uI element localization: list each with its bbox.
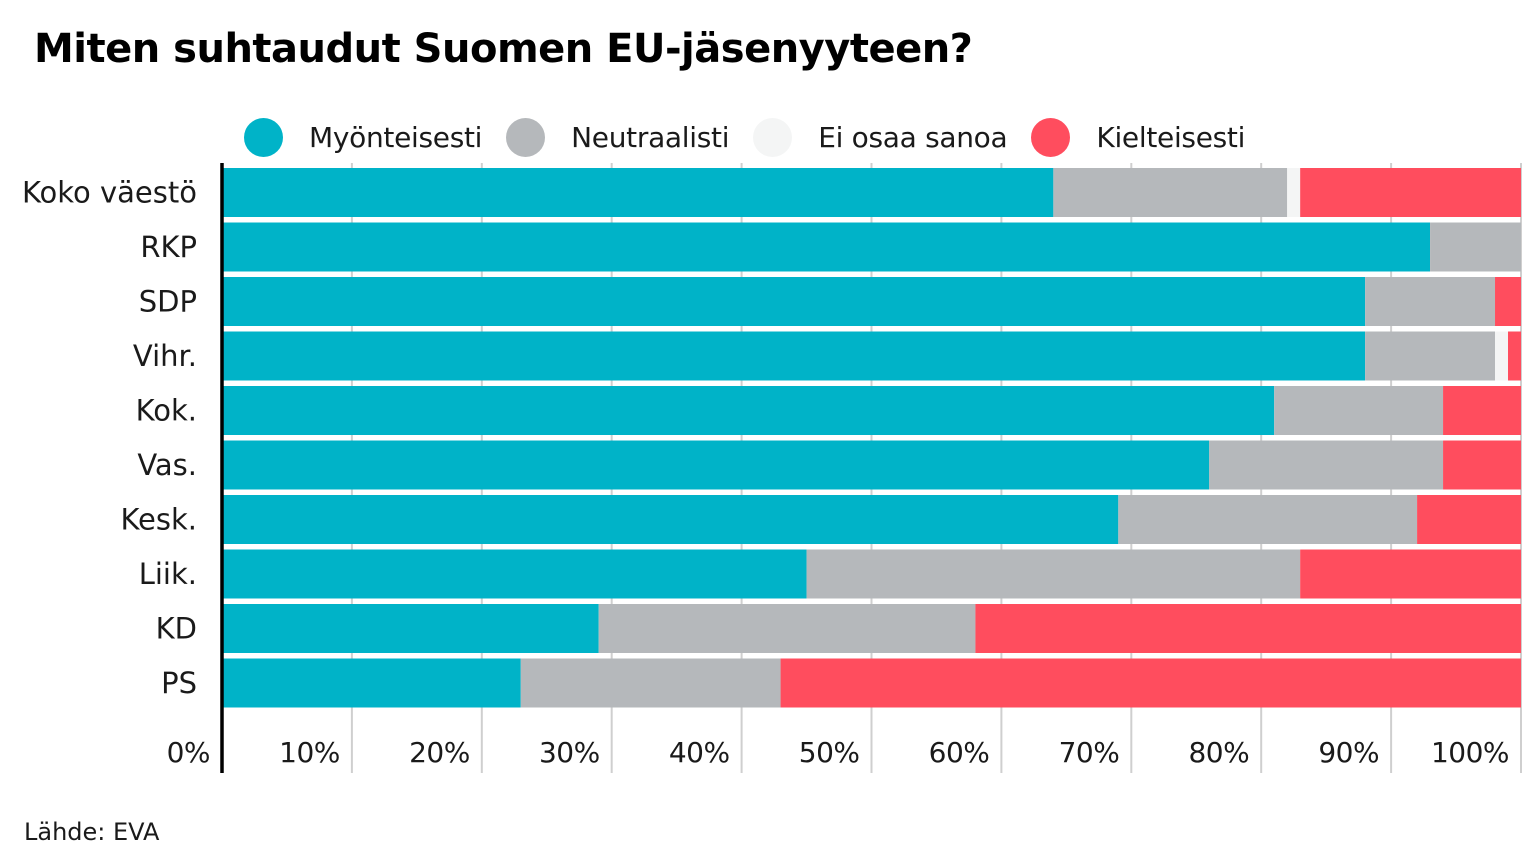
bar-segment-myönteisesti <box>222 604 599 653</box>
bar-segment-myönteisesti <box>222 168 1054 217</box>
x-tick-label: 60% <box>929 736 990 769</box>
bar-segment-neutraalisti <box>1430 222 1521 272</box>
legend-swatch-ei-osaa-sanoa <box>753 117 793 157</box>
bar-segment-kielteisesti <box>1495 277 1521 326</box>
bar-segment-neutraalisti <box>1274 386 1444 435</box>
x-tick-label: 40% <box>669 736 730 769</box>
x-tick-label: 70% <box>1059 736 1120 769</box>
bar-segment-kielteisesti <box>1443 386 1521 435</box>
bar-segment-myönteisesti <box>222 386 1275 435</box>
bar-segment-myönteisesti <box>222 277 1366 326</box>
legend-item-ei-osaa-sanoa: Ei osaa sanoa <box>753 117 1008 157</box>
bar-segment-neutraalisti <box>1365 277 1496 326</box>
bar-segment-kielteisesti <box>1417 495 1521 544</box>
bar-row <box>222 495 1521 544</box>
row-label: PS <box>161 666 197 700</box>
bar-segment-kielteisesti <box>1443 440 1521 490</box>
row-label: Vihr. <box>133 339 197 373</box>
legend-label: Ei osaa sanoa <box>818 120 1008 154</box>
row-label: RKP <box>140 230 197 264</box>
x-tick-label: 0% <box>167 736 210 769</box>
bar-segment-myönteisesti <box>222 658 521 708</box>
legend-label: Neutraalisti <box>571 120 730 154</box>
bar-segment-neutraalisti <box>806 549 1301 599</box>
bar-segment-neutraalisti <box>598 604 976 653</box>
bar-row <box>222 440 1521 490</box>
bar-segment-kielteisesti <box>1300 168 1521 217</box>
x-tick-label: 20% <box>409 736 470 769</box>
bar-segment-myönteisesti <box>222 549 807 599</box>
row-label: SDP <box>139 285 197 319</box>
bar-row <box>222 277 1521 326</box>
bar-segment-kielteisesti <box>1300 549 1521 599</box>
bars <box>222 168 1521 708</box>
bar-row <box>222 386 1521 435</box>
row-label: Liik. <box>139 557 197 591</box>
row-label: KD <box>156 612 197 646</box>
row-labels: Koko väestö RKP SDP Vihr. Kok. Vas. Kesk. Liik.… <box>22 176 197 701</box>
x-tick-label: 30% <box>539 736 600 769</box>
x-tick-label: 80% <box>1188 736 1249 769</box>
bar-segment-kielteisesti <box>975 604 1521 653</box>
bar-row <box>222 604 1521 653</box>
bar-row <box>222 549 1521 599</box>
bar-segment-myönteisesti <box>222 440 1210 490</box>
bar-segment-myönteisesti <box>222 222 1431 272</box>
x-tick-label: 100% <box>1431 736 1509 769</box>
bar-segment-neutraalisti <box>1365 331 1496 381</box>
row-label: Kesk. <box>120 503 197 537</box>
bar-segment-kielteisesti <box>1508 331 1521 381</box>
legend-item-myonteisesti: Myönteisesti <box>244 117 483 157</box>
bar-row <box>222 658 1521 708</box>
legend-swatch-neutraalisti <box>506 117 546 157</box>
bar-segment-neutraalisti <box>520 658 781 708</box>
legend-swatch-kielteisesti <box>1031 117 1071 157</box>
legend-label: Kielteisesti <box>1096 120 1246 154</box>
x-tick-labels: 0% 10% 20% 30% 40% 50% 60% 70% 80% 90% 100% <box>167 736 1510 769</box>
legend: Myönteisesti Neutraalisti Ei osaa sanoa … <box>244 117 1269 157</box>
legend-item-kielteisesti: Kielteisesti <box>1031 117 1246 157</box>
legend-label: Myönteisesti <box>309 120 483 154</box>
x-tick-label: 10% <box>279 736 340 769</box>
bar-row <box>222 331 1521 381</box>
bar-segment-ei-osaa-sanoa <box>1495 331 1509 381</box>
x-tick-label: 90% <box>1318 736 1379 769</box>
legend-item-neutraalisti: Neutraalisti <box>506 117 730 157</box>
bar-row <box>222 222 1521 272</box>
x-tick-label: 50% <box>799 736 860 769</box>
bar-segment-kielteisesti <box>780 658 1521 708</box>
source-note: Lähde: EVA <box>24 818 160 846</box>
legend-swatch-myonteisesti <box>244 117 283 157</box>
bar-segment-myönteisesti <box>222 495 1119 544</box>
row-label: Vas. <box>137 448 197 482</box>
bar-segment-neutraalisti <box>1209 440 1444 490</box>
bar-segment-ei-osaa-sanoa <box>1287 168 1301 217</box>
bar-row <box>222 168 1521 217</box>
bar-segment-myönteisesti <box>222 331 1366 381</box>
row-label: Kok. <box>136 394 197 428</box>
bar-segment-neutraalisti <box>1118 495 1418 544</box>
bar-segment-neutraalisti <box>1053 168 1288 217</box>
chart-title: Miten suhtaudut Suomen EU-jäsenyyteen? <box>34 26 973 72</box>
row-label: Koko väestö <box>22 176 197 210</box>
